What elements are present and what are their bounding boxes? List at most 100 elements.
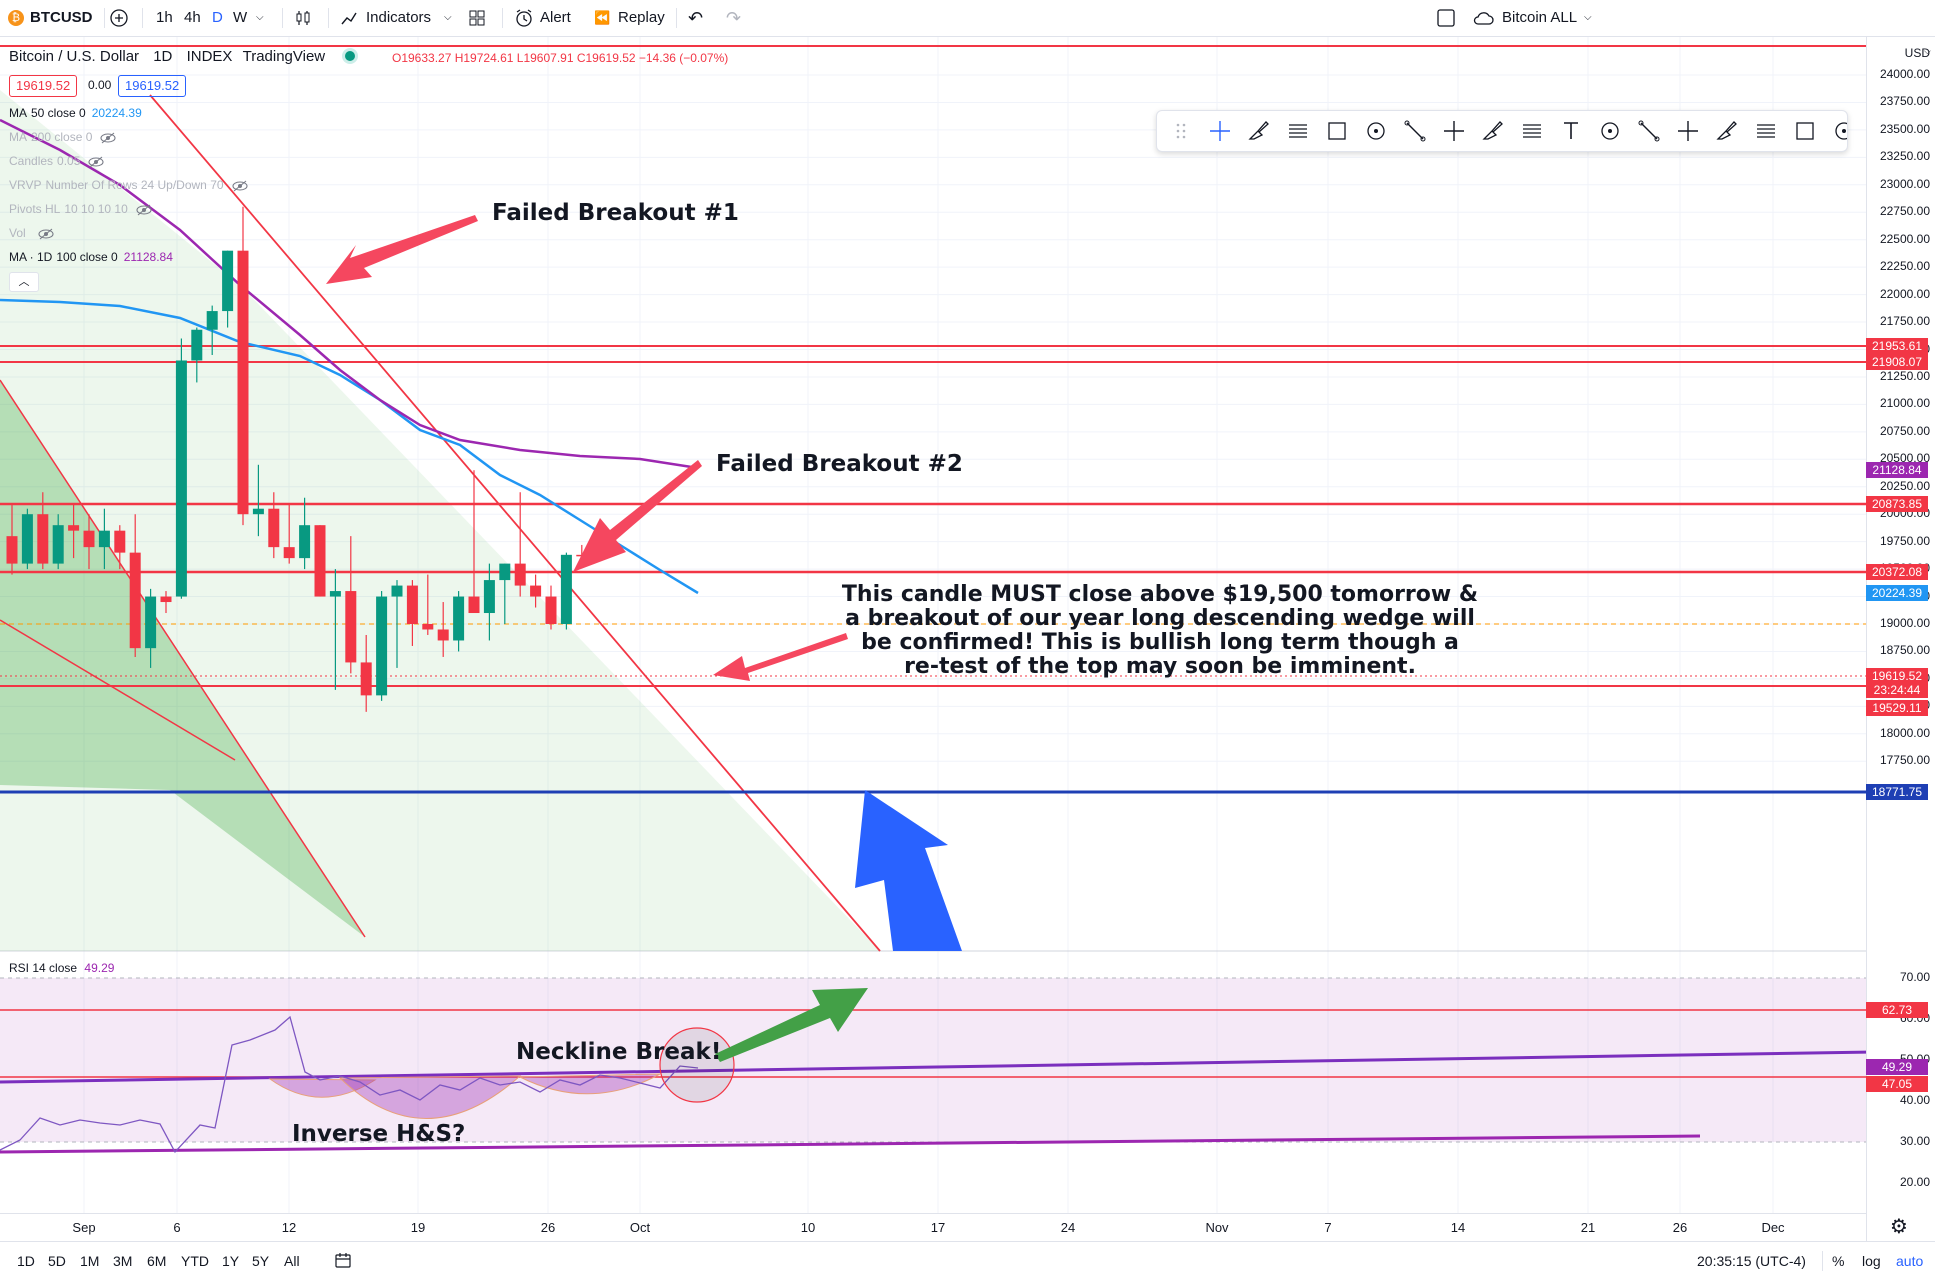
time-axis[interactable]: Sep 6 12 19 26 Oct 10 17 24 Nov 7 14 21 26 Dec <box>0 1213 1866 1242</box>
indicator-legend-row[interactable]: VRVP Number Of Rows 24 Up/Down 70 <box>9 178 248 192</box>
measure-icon[interactable] <box>1757 124 1775 138</box>
indicator-legend-row[interactable]: MA 50 close 0 20224.39 <box>9 106 142 120</box>
more-tools-icon[interactable] <box>1835 122 1853 140</box>
redo-icon[interactable]: ↷ <box>726 8 742 28</box>
layout-dropdown-icon[interactable]: ⌵ <box>1584 12 1592 23</box>
drag-handle-icon[interactable] <box>1176 123 1186 139</box>
alarm-clock-icon[interactable] <box>514 0 534 36</box>
hidden-eye-icon[interactable] <box>136 202 152 216</box>
path-icon[interactable] <box>1523 124 1541 138</box>
indicator-legend-row[interactable]: MA · 1D 100 close 0 21128.84 <box>9 250 173 264</box>
layouts-grid-icon[interactable] <box>468 0 486 36</box>
currency-dropdown-icon[interactable]: ⌵ <box>1924 46 1931 56</box>
range-button-1y[interactable]: 1Y <box>222 1253 240 1269</box>
compare-add-icon[interactable] <box>110 0 128 36</box>
candles-chart-type-icon[interactable] <box>294 0 312 36</box>
range-button-1d[interactable]: 1D <box>17 1253 35 1269</box>
price-axis[interactable]: USD ⌵ 24000.00 23750.00 23500.00 23250.00 23… <box>1866 37 1935 1241</box>
range-button-6m[interactable]: 6M <box>147 1253 167 1269</box>
symbol-search[interactable]: BTCUSD <box>30 9 93 26</box>
text-icon[interactable] <box>1564 122 1578 139</box>
interval-4h[interactable]: 4h <box>184 9 201 26</box>
indicators-button[interactable]: Indicators <box>366 9 432 26</box>
indicator-name: MA <box>9 130 27 144</box>
hidden-eye-icon[interactable] <box>231 178 248 192</box>
cloud-save-icon[interactable] <box>1472 0 1494 36</box>
rsi-label[interactable]: RSI <box>9 961 30 975</box>
alert-button[interactable]: Alert <box>540 9 571 26</box>
indicators-dropdown-icon[interactable]: ⌵ <box>444 12 452 23</box>
hidden-eye-icon[interactable] <box>100 130 116 144</box>
horizontal-ray-icon[interactable] <box>1404 120 1426 142</box>
hidden-eye-icon[interactable] <box>38 226 54 240</box>
range-button-ytd[interactable]: YTD <box>181 1253 209 1269</box>
candle-body <box>468 596 480 614</box>
interval-w[interactable]: W <box>233 9 248 26</box>
range-button-5y[interactable]: 5Y <box>252 1253 270 1269</box>
clock-timezone[interactable]: 20:35:15 (UTC-4) <box>1697 1253 1806 1269</box>
brush-icon[interactable] <box>1248 121 1269 140</box>
trend-line-icon[interactable] <box>1367 122 1385 140</box>
collapse-legend-button[interactable]: ︿ <box>9 272 39 292</box>
trendline <box>0 619 236 761</box>
indicator-legend-row[interactable]: Vol <box>9 226 54 240</box>
date-range-calendar-icon[interactable] <box>334 1242 352 1280</box>
time-tick-label: 26 <box>540 1220 556 1235</box>
auto-scale-toggle[interactable]: auto <box>1896 1253 1924 1269</box>
range-button-3m[interactable]: 3M <box>113 1253 133 1269</box>
parallel-channel-icon[interactable] <box>1638 120 1660 142</box>
spread-value: 0.00 <box>88 78 112 92</box>
range-button-1m[interactable]: 1M <box>80 1253 100 1269</box>
time-tick-label: 21 <box>1580 1220 1596 1235</box>
undo-icon[interactable]: ↶ <box>688 8 704 28</box>
currency-selector[interactable]: USD <box>1904 46 1930 60</box>
fullscreen-checkbox-icon[interactable] <box>1436 0 1456 36</box>
ohlc-values: O19633.27 H19724.61 L19607.91 C19619.52 … <box>392 51 729 65</box>
candle-body <box>422 624 434 630</box>
rectangle-icon[interactable] <box>1482 121 1503 140</box>
range-button-all[interactable]: All <box>284 1253 300 1269</box>
indicators-icon[interactable] <box>340 0 358 36</box>
replay-icon[interactable]: ⏪ <box>594 10 611 25</box>
indicator-legend-row[interactable]: Pivots HL 10 10 10 10 <box>9 202 152 216</box>
indicator-legend-row[interactable]: Candles 0.05 <box>9 154 104 168</box>
rsi-axis-marker: 49.29 <box>1866 1059 1928 1075</box>
arrow-tool-icon[interactable] <box>1716 121 1737 140</box>
annotation-failed-breakout-2[interactable]: Failed Breakout #2 <box>716 451 963 477</box>
price-tick-label: 18750.00 <box>1879 643 1930 658</box>
interval-d[interactable]: D <box>212 9 223 26</box>
pattern-icon[interactable] <box>1601 122 1619 140</box>
replay-button[interactable]: Replay <box>618 9 665 26</box>
percent-scale-toggle[interactable]: % <box>1832 1253 1845 1269</box>
bid-price[interactable]: 19619.52 <box>9 75 78 97</box>
candle-body <box>145 596 157 649</box>
annotation-failed-breakout-1[interactable]: Failed Breakout #1 <box>492 200 739 226</box>
ray-icon[interactable] <box>1444 121 1464 141</box>
indicator-params: 0.05 <box>57 154 81 168</box>
candle-body <box>160 596 172 603</box>
annotation-inverse-hs[interactable]: Inverse H&S? <box>292 1121 466 1147</box>
annotation-main-note[interactable]: This candle MUST close above $19,500 tom… <box>841 582 1479 679</box>
crosshair-icon[interactable] <box>1210 121 1230 141</box>
hidden-eye-icon[interactable] <box>88 154 104 168</box>
chart-canvas[interactable] <box>0 37 1866 1213</box>
layout-name[interactable]: Bitcoin ALL <box>1502 9 1578 26</box>
log-scale-toggle[interactable]: log <box>1862 1253 1881 1269</box>
ask-price[interactable]: 19619.52 <box>118 75 187 97</box>
annotation-neckline-break[interactable]: Neckline Break! <box>516 1039 722 1065</box>
angle-icon[interactable] <box>1796 122 1814 140</box>
candle-body <box>514 563 526 586</box>
indicator-name: Vol <box>9 226 26 240</box>
candle-body <box>530 585 542 597</box>
fib-retracement-icon[interactable] <box>1328 122 1346 140</box>
price-tick-label: 20750.00 <box>1879 423 1930 438</box>
range-button-5d[interactable]: 5D <box>48 1253 66 1269</box>
highlighter-icon[interactable] <box>1289 124 1307 138</box>
interval-dropdown-icon[interactable]: ⌵ <box>256 12 264 23</box>
chart-settings-gear-icon[interactable]: ⚙ <box>1890 1216 1908 1238</box>
interval-1h[interactable]: 1h <box>156 9 173 26</box>
symbol-title[interactable]: Bitcoin / U.S. Dollar <box>9 48 140 65</box>
candle-body <box>98 530 110 548</box>
indicator-legend-row[interactable]: MA 200 close 0 <box>9 130 116 144</box>
regression-icon[interactable] <box>1678 121 1698 141</box>
